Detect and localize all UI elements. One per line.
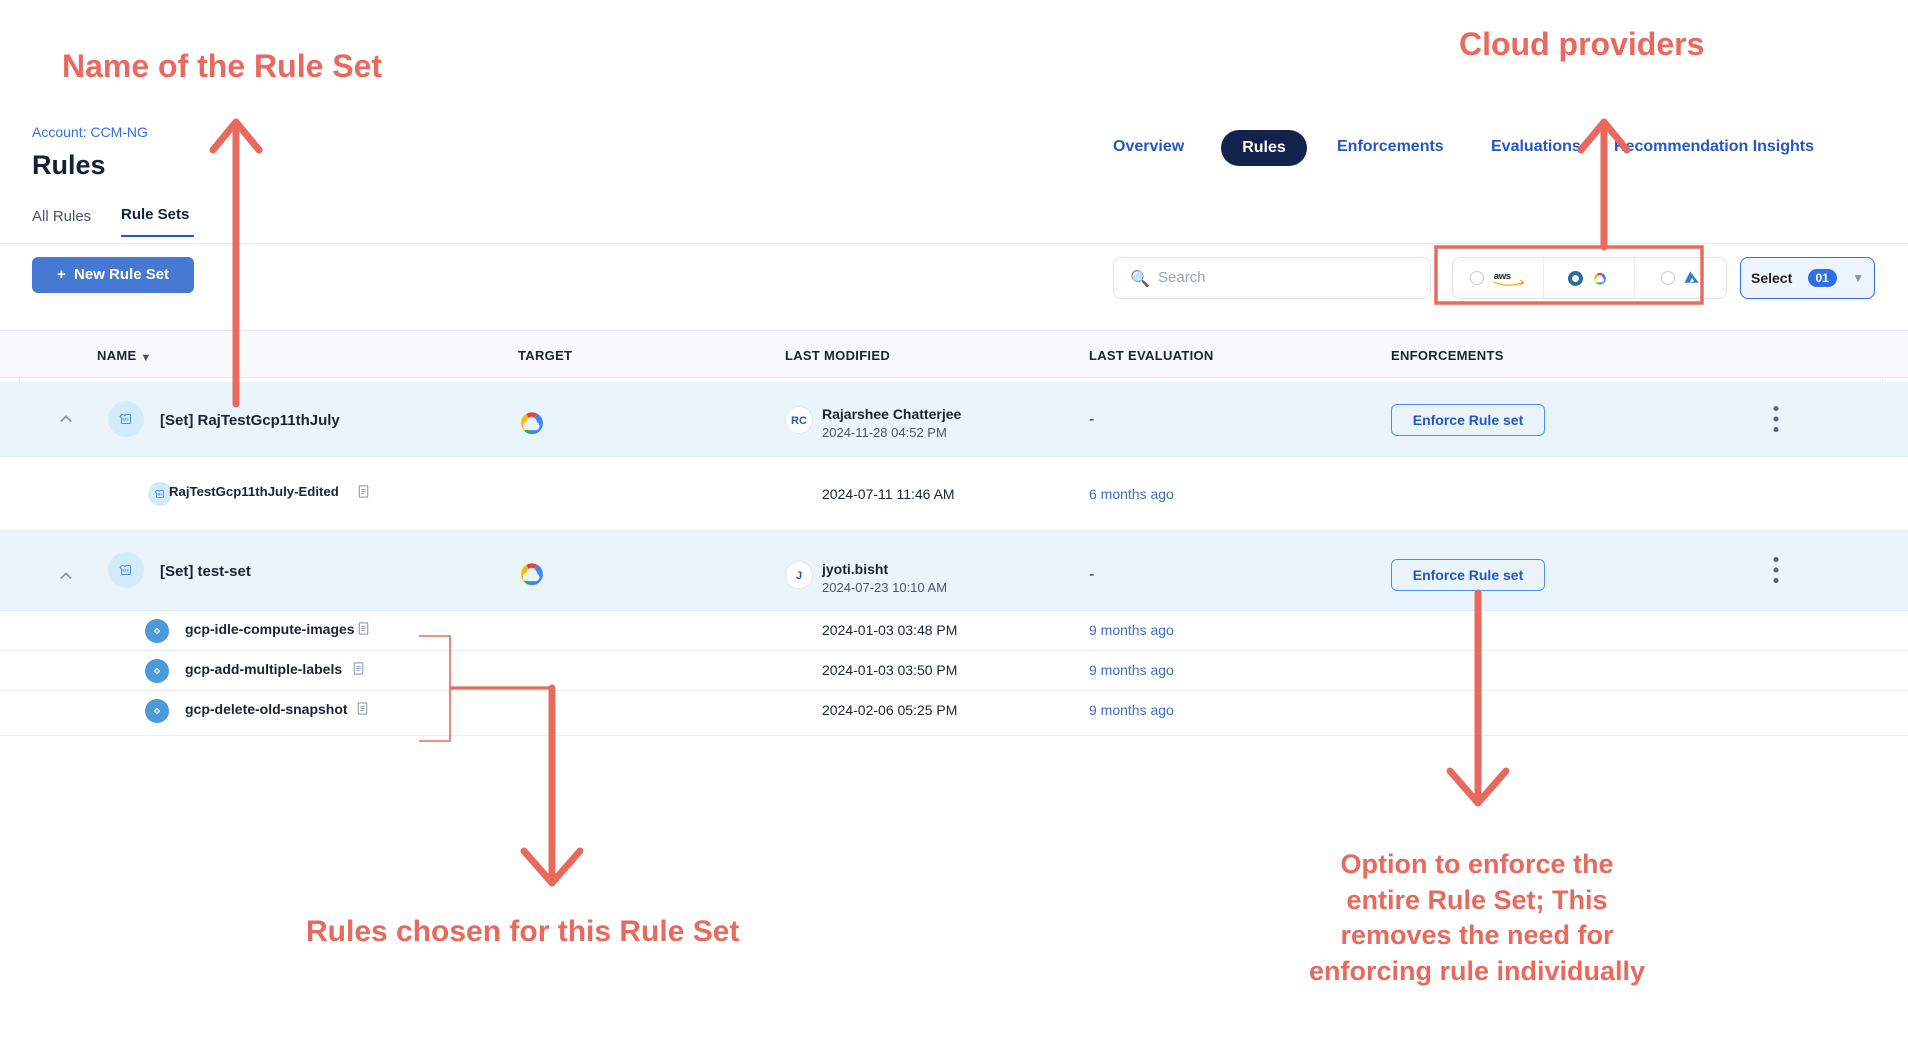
svg-text:aws: aws xyxy=(1494,271,1511,282)
